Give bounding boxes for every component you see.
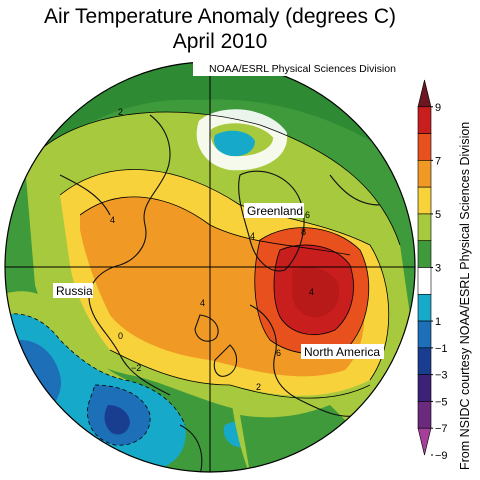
contour-label: 6 — [276, 348, 281, 358]
contour-value-labels: 2 4 4 4 6 8 6 2 0 −2 4 — [110, 107, 314, 392]
colorbar-legend: 9 7 5 3 1 −1 −3 −5 −7 −9 — [415, 70, 455, 470]
colorbar-segment — [417, 186, 432, 215]
colorbar-tick-label: 3 — [435, 263, 441, 275]
colorbar-svg: 9 7 5 3 1 −1 −3 −5 −7 −9 — [417, 79, 448, 462]
colorbar-segment — [417, 79, 432, 108]
colorbar-segment — [417, 320, 432, 349]
attribution-box — [193, 60, 415, 76]
attribution-text: NOAA/ESRL Physical Sciences Division — [209, 63, 396, 75]
contour-label: 4 — [250, 231, 255, 241]
graticule — [5, 62, 415, 472]
colorbar-segment — [417, 427, 432, 456]
colorbar-tick-label: 7 — [435, 155, 441, 167]
colorbar-segment — [417, 213, 432, 242]
colorbar-segment — [417, 160, 432, 188]
anomaly-field — [5, 62, 415, 472]
label-north-america: North America — [304, 345, 380, 359]
polar-map-svg: NOAA/ESRL Physical Sciences Division Gre… — [4, 60, 416, 473]
map-title: Air Temperature Anomaly (degrees C) — [43, 5, 397, 28]
colorbar-segment — [417, 401, 432, 429]
contour-label: 2 — [118, 107, 123, 117]
colorbar-segment — [417, 347, 432, 375]
contour-label: 4 — [200, 298, 205, 308]
colorbar-tick-label: 1 — [435, 316, 441, 328]
colorbar-tick-label: −1 — [435, 343, 448, 355]
colorbar-tick-label: −9 — [435, 450, 448, 462]
map-subtitle-date: April 2010 — [172, 30, 268, 53]
colorbar-tick-label: 9 — [435, 102, 441, 114]
colorbar-segment — [417, 106, 432, 134]
colorbar-tick-label: −5 — [435, 396, 448, 408]
label-greenland: Greenland — [247, 204, 303, 218]
colorbar-tick-label: −3 — [435, 370, 448, 382]
contour-label: 4 — [309, 287, 314, 297]
contour-label: 4 — [110, 215, 115, 225]
colorbar-segment — [417, 240, 432, 268]
colorbar-segment — [417, 133, 432, 161]
contour-label: −2 — [131, 363, 141, 373]
colorbar-segment — [417, 267, 432, 295]
colorbar-segment — [417, 293, 432, 322]
credit-text: From NSIDC courtesy NOAA/ESRL Physical S… — [458, 121, 472, 470]
polar-anomaly-map: NOAA/ESRL Physical Sciences Division Gre… — [0, 55, 420, 475]
colorbar-tick-label: 5 — [435, 209, 441, 221]
contour-label: 6 — [305, 210, 310, 220]
label-russia: Russia — [56, 284, 93, 298]
contour-label: 2 — [256, 382, 261, 392]
contour-label: 0 — [118, 331, 123, 341]
colorbar-segment — [417, 374, 432, 402]
contour-label: 8 — [301, 227, 306, 237]
colorbar-tick-label: −7 — [435, 423, 448, 435]
